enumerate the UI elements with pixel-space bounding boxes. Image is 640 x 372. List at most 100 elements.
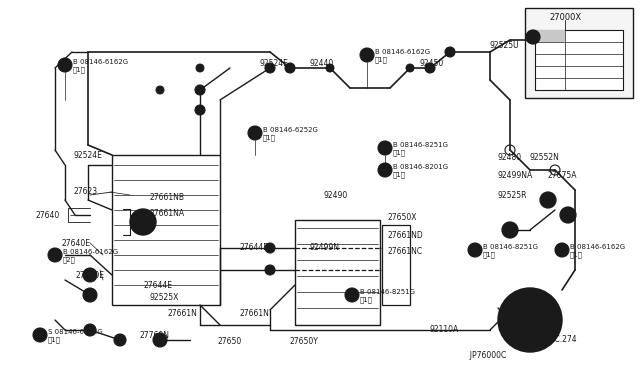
Text: 27644E: 27644E xyxy=(143,280,172,289)
Text: B: B xyxy=(349,292,355,298)
Text: （1）: （1） xyxy=(73,67,86,73)
Text: 27623: 27623 xyxy=(73,187,97,196)
Text: B: B xyxy=(63,62,67,67)
Text: B: B xyxy=(253,131,257,135)
Text: 92525X: 92525X xyxy=(150,294,179,302)
Circle shape xyxy=(378,141,392,155)
Text: S 08146-6162G: S 08146-6162G xyxy=(48,329,103,335)
Text: SEC.274: SEC.274 xyxy=(545,336,577,344)
Text: （1）: （1） xyxy=(570,252,583,258)
Circle shape xyxy=(84,324,96,336)
Text: B 08146-8251G: B 08146-8251G xyxy=(483,244,538,250)
Text: 27000X: 27000X xyxy=(549,13,581,22)
Text: B: B xyxy=(559,247,564,253)
Circle shape xyxy=(195,105,205,115)
Text: 27661NC: 27661NC xyxy=(388,247,423,257)
Text: 92525R: 92525R xyxy=(498,190,527,199)
Text: B: B xyxy=(472,247,477,253)
Circle shape xyxy=(83,288,97,302)
Circle shape xyxy=(502,222,518,238)
Bar xyxy=(535,30,565,42)
Circle shape xyxy=(156,86,164,94)
Text: （1）: （1） xyxy=(483,252,496,258)
Circle shape xyxy=(526,30,540,44)
Text: 92110A: 92110A xyxy=(430,326,460,334)
Circle shape xyxy=(248,126,262,140)
Text: 27640E: 27640E xyxy=(62,238,91,247)
Text: 27650Y: 27650Y xyxy=(290,337,319,346)
Text: B 08146-8251G: B 08146-8251G xyxy=(393,142,448,148)
Text: B 08146-6162G: B 08146-6162G xyxy=(73,59,128,65)
Circle shape xyxy=(560,207,576,223)
Circle shape xyxy=(196,64,204,72)
Circle shape xyxy=(406,64,414,72)
Circle shape xyxy=(265,265,275,275)
Text: 27760N: 27760N xyxy=(140,330,170,340)
Text: （1）: （1） xyxy=(360,297,373,303)
Circle shape xyxy=(130,209,156,235)
Bar xyxy=(295,220,380,325)
Circle shape xyxy=(48,248,62,262)
Circle shape xyxy=(265,243,275,253)
Circle shape xyxy=(326,64,334,72)
Text: 27640: 27640 xyxy=(35,211,60,219)
Text: B 08146-8201G: B 08146-8201G xyxy=(393,164,448,170)
Text: 27644EA: 27644EA xyxy=(240,244,275,253)
Text: （1）: （1） xyxy=(263,135,276,141)
Text: 92440: 92440 xyxy=(310,58,334,67)
Text: B: B xyxy=(383,167,387,173)
Circle shape xyxy=(555,243,569,257)
Text: （2）: （2） xyxy=(63,257,76,263)
Bar xyxy=(382,225,410,305)
Text: （1）: （1） xyxy=(393,150,406,156)
Circle shape xyxy=(498,288,562,352)
Text: B 08146-8251G: B 08146-8251G xyxy=(360,289,415,295)
Circle shape xyxy=(378,163,392,177)
Text: 27650: 27650 xyxy=(218,337,243,346)
Circle shape xyxy=(345,288,359,302)
Text: B: B xyxy=(365,52,369,58)
Circle shape xyxy=(33,328,47,342)
Bar xyxy=(525,8,633,98)
Circle shape xyxy=(468,243,482,257)
Text: B 08146-6162G: B 08146-6162G xyxy=(375,49,430,55)
Text: 92490: 92490 xyxy=(323,190,348,199)
Circle shape xyxy=(285,63,295,73)
Text: B: B xyxy=(383,145,387,151)
Circle shape xyxy=(265,63,275,73)
Text: 92524E: 92524E xyxy=(73,151,102,160)
Text: 27661N: 27661N xyxy=(168,308,198,317)
Text: 92499NA: 92499NA xyxy=(498,170,533,180)
Text: B 08146-6252G: B 08146-6252G xyxy=(263,127,318,133)
Circle shape xyxy=(360,48,374,62)
Circle shape xyxy=(114,334,126,346)
Text: B: B xyxy=(52,253,58,257)
Text: S: S xyxy=(38,333,42,337)
Text: 92525U: 92525U xyxy=(490,41,520,49)
Text: 27661N: 27661N xyxy=(240,308,270,317)
Text: 27650X: 27650X xyxy=(388,214,417,222)
Text: 27760E: 27760E xyxy=(75,270,104,279)
Bar xyxy=(535,30,623,90)
Text: 27661ND: 27661ND xyxy=(388,231,424,240)
Text: （1）: （1） xyxy=(393,172,406,178)
Text: 92524E: 92524E xyxy=(260,58,289,67)
Circle shape xyxy=(195,85,205,95)
Circle shape xyxy=(153,333,167,347)
Text: 92552N: 92552N xyxy=(530,154,560,163)
Circle shape xyxy=(540,192,556,208)
Circle shape xyxy=(445,47,455,57)
Text: 27661NA: 27661NA xyxy=(150,208,185,218)
Text: 27675A: 27675A xyxy=(548,170,577,180)
Text: 92499N: 92499N xyxy=(310,244,340,253)
Bar xyxy=(112,155,220,305)
Text: （1）: （1） xyxy=(48,337,61,343)
Circle shape xyxy=(425,63,435,73)
Circle shape xyxy=(83,268,97,282)
Circle shape xyxy=(58,58,72,72)
Text: JP76000C: JP76000C xyxy=(465,350,506,359)
Text: B 08146-6162G: B 08146-6162G xyxy=(570,244,625,250)
Text: 27661NB: 27661NB xyxy=(150,193,185,202)
Text: （1）: （1） xyxy=(375,57,388,63)
Text: 92450: 92450 xyxy=(420,58,444,67)
